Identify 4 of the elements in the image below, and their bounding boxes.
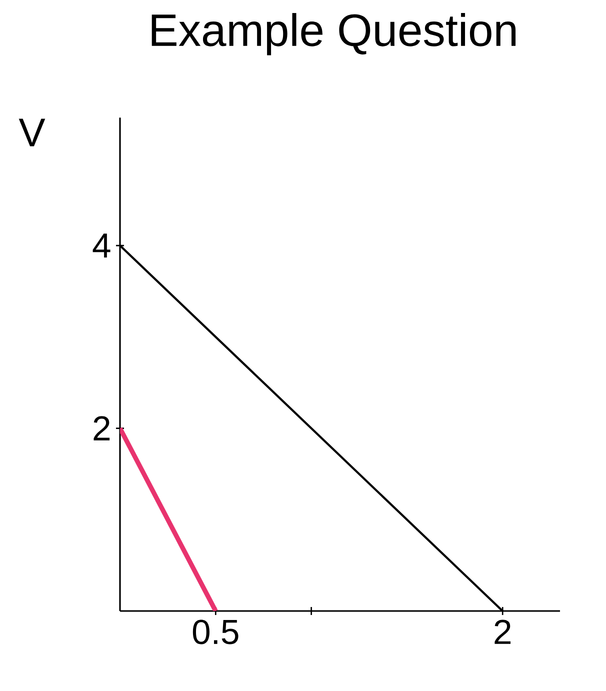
chart-title: Example Question: [152, 13, 516, 56]
y-axis-title: V: [18, 118, 46, 146]
y-tick-label: 4: [92, 234, 110, 258]
x-tick-label: 0.5: [192, 620, 238, 644]
